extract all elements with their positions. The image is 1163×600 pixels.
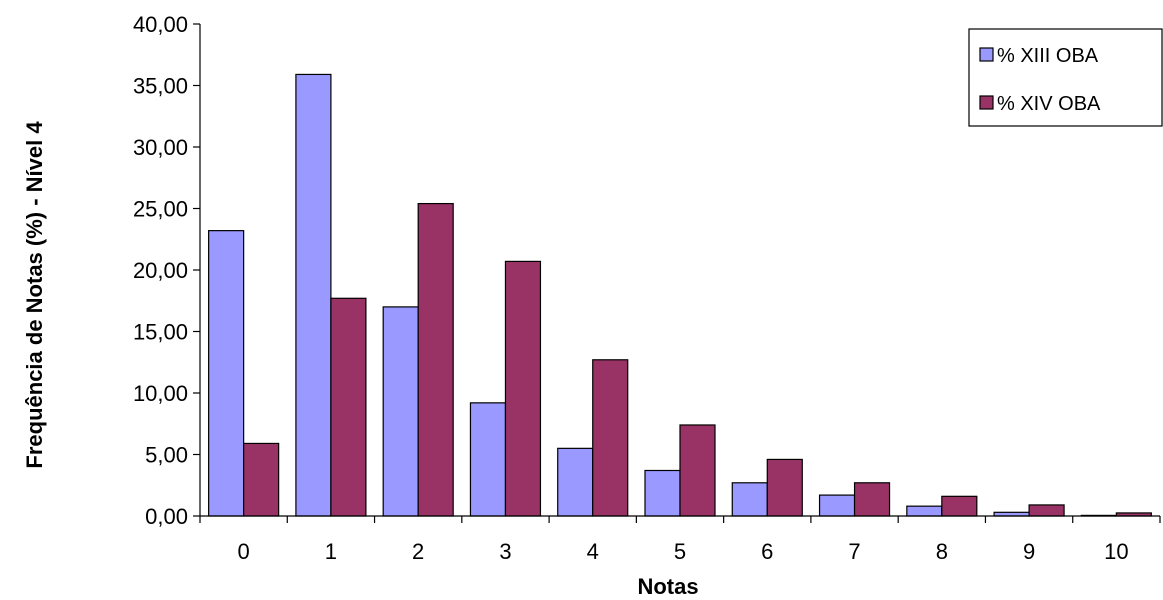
y-tick-label: 25,00 bbox=[133, 197, 188, 222]
bar-xiv-0 bbox=[243, 442, 280, 517]
y-tick-label: 10,00 bbox=[133, 381, 188, 406]
y-axis-title: Frequência de Notas (%) - Nível 4 bbox=[22, 121, 47, 469]
x-tick-label: 10 bbox=[1104, 539, 1128, 564]
x-tick-label: 7 bbox=[848, 539, 860, 564]
bar-xiv-6 bbox=[766, 458, 803, 517]
bar-xiii-1 bbox=[295, 73, 332, 517]
bar-xiv-2 bbox=[417, 202, 454, 517]
bar-xiv-7 bbox=[853, 482, 891, 517]
x-tick-label: 4 bbox=[587, 539, 599, 564]
legend-label: % XIV OBA bbox=[997, 93, 1101, 115]
bar-xiv-4 bbox=[592, 359, 629, 517]
x-ticks-group: 0 1 2 3 4 5 6 7 8 9 10 bbox=[199, 516, 1161, 564]
y-ticks-group: 0,00 5,00 10,00 15,00 20,00 25,00 30,00 35,00 40… bbox=[133, 12, 200, 529]
x-tick-label: 3 bbox=[499, 539, 511, 564]
bar-xiv-8 bbox=[941, 495, 978, 517]
bar-xiii-4 bbox=[557, 447, 594, 517]
legend: % XIII OBA % XIV OBA bbox=[968, 28, 1163, 127]
bar-xiv-3 bbox=[504, 260, 542, 517]
x-tick-label: 0 bbox=[238, 539, 250, 564]
y-tick-label: 0,00 bbox=[145, 504, 188, 529]
x-tick-label: 1 bbox=[325, 539, 337, 564]
bar-xiii-8 bbox=[906, 505, 943, 517]
y-tick-label: 30,00 bbox=[133, 135, 188, 160]
bar-xiii-5 bbox=[644, 469, 681, 517]
x-tick-label: 5 bbox=[674, 539, 686, 564]
bar-xiii-3 bbox=[469, 402, 507, 517]
bar-xiii-6 bbox=[731, 482, 768, 517]
y-tick-label: 35,00 bbox=[133, 74, 188, 99]
y-tick-label: 40,00 bbox=[133, 12, 188, 37]
bar-xiii-2 bbox=[382, 306, 419, 517]
bar-xiv-5 bbox=[679, 424, 716, 517]
legend-box bbox=[968, 28, 1163, 127]
bar-xiv-1 bbox=[330, 297, 367, 517]
x-tick-label: 9 bbox=[1023, 539, 1035, 564]
legend-swatch bbox=[979, 95, 994, 110]
bar-xiii-7 bbox=[818, 494, 856, 517]
legend-swatch bbox=[979, 47, 994, 62]
y-tick-label: 5,00 bbox=[145, 443, 188, 468]
legend-label: % XIII OBA bbox=[997, 45, 1099, 67]
bar-xiv-9 bbox=[1028, 504, 1065, 517]
bar-xiii-0 bbox=[208, 230, 245, 517]
x-tick-label: 8 bbox=[936, 539, 948, 564]
y-tick-label: 15,00 bbox=[133, 320, 188, 345]
y-tick-label: 20,00 bbox=[133, 258, 188, 283]
bars-group bbox=[208, 73, 1152, 517]
x-tick-label: 6 bbox=[761, 539, 773, 564]
x-axis-title: Notas bbox=[637, 574, 698, 599]
x-tick-label: 2 bbox=[412, 539, 424, 564]
